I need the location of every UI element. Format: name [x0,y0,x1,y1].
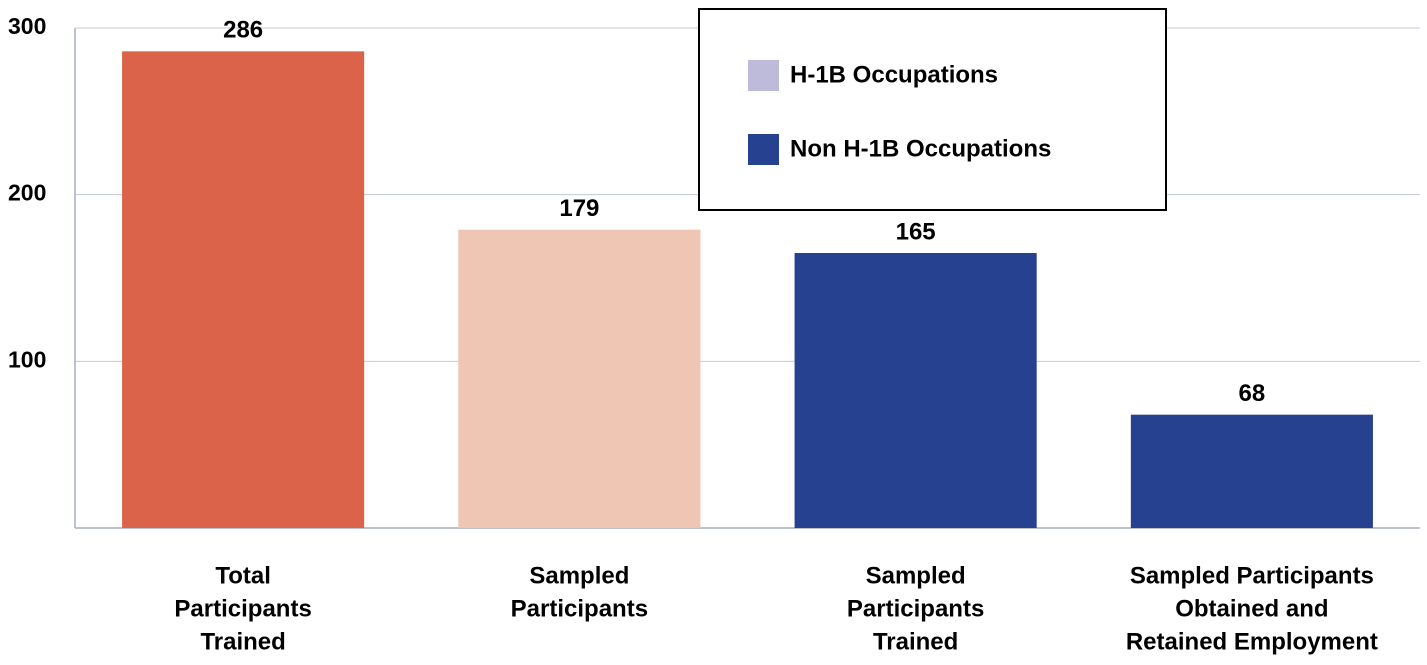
y-tick-label: 100 [8,346,46,372]
value-label: 165 [896,218,936,245]
legend-box [698,8,1167,211]
x-tick-label: Participants [847,595,984,622]
y-tick-label: 300 [8,13,46,39]
value-label: 286 [223,17,263,44]
x-tick-label: Sampled Participants [1130,562,1374,589]
x-tick-label: Total [215,562,271,589]
x-tick-label: Trained [873,628,958,655]
legend-swatch [748,60,779,91]
x-tick-label: Participants [511,595,648,622]
x-tick-label: Trained [200,628,285,655]
x-tick-label: Sampled [529,562,629,589]
legend-label: Non H-1B Occupations [790,135,1051,162]
bar [122,51,365,528]
x-tick-label: Retained Employment [1126,628,1378,655]
x-tick-label: Participants [174,595,311,622]
value-label: 68 [1239,380,1266,407]
y-tick-label: 200 [8,180,46,206]
legend-swatch [748,134,779,165]
value-label: 179 [559,195,599,222]
bar-segment [794,253,1037,528]
x-tick-label: Obtained and [1175,595,1328,622]
bar-segment [1130,414,1373,528]
x-tick-label: Sampled [866,562,966,589]
legend-label: H-1B Occupations [790,61,998,88]
bar [458,229,701,528]
